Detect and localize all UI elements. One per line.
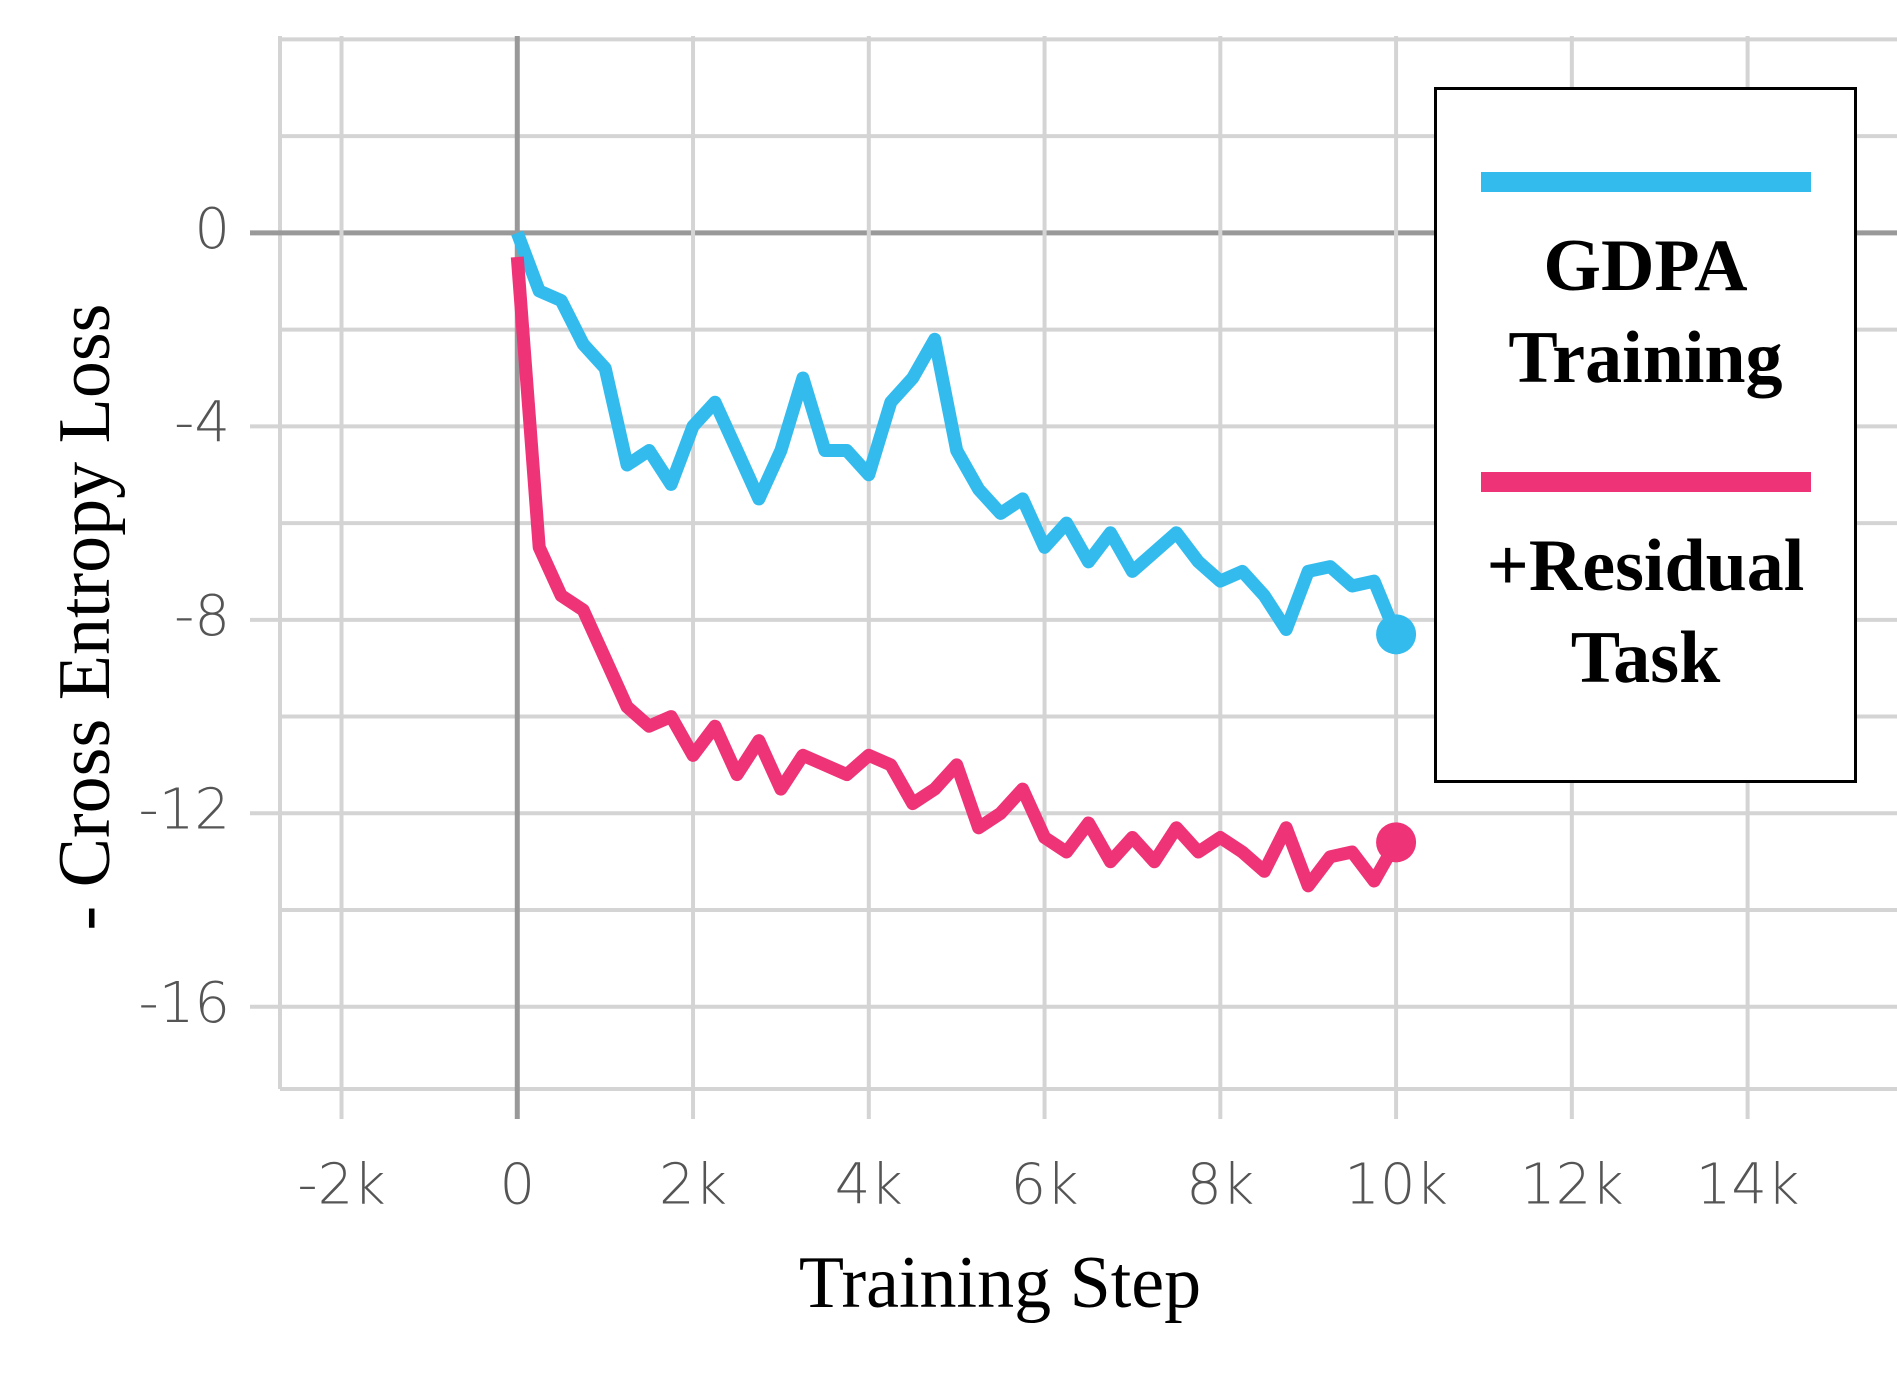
x-tick-label: -2k <box>297 1152 385 1217</box>
legend-item: +Residual Task <box>1437 472 1854 704</box>
legend-item: GDPA Training <box>1437 172 1854 404</box>
x-tick-label: 2k <box>659 1152 727 1217</box>
x-tick-label: 12k <box>1520 1152 1624 1217</box>
legend-label: +Residual Task <box>1486 525 1805 699</box>
series-line <box>510 256 1402 893</box>
legend-label: GDPA Training <box>1508 225 1783 399</box>
legend-swatch <box>1480 472 1811 492</box>
legend-swatch <box>1480 172 1811 192</box>
y-tick-label: 0 <box>194 197 230 262</box>
legend: GDPA Training +Residual Task <box>1434 87 1857 783</box>
end-point <box>1376 614 1417 655</box>
x-tick-label: 6k <box>1011 1152 1079 1217</box>
y-tick-label: -4 <box>174 391 230 456</box>
y-tick-label: -16 <box>139 971 230 1036</box>
y-axis-title: - Cross Entropy Loss <box>44 304 126 931</box>
x-tick-label: 4k <box>835 1152 903 1217</box>
y-tick-label: -8 <box>174 584 230 649</box>
x-tick-label: 10k <box>1344 1152 1448 1217</box>
y-tick-label: -12 <box>139 778 230 843</box>
x-axis-title: Training Step <box>799 1242 1201 1324</box>
x-tick-label: 0 <box>499 1152 535 1217</box>
x-tick-label: 8k <box>1186 1152 1254 1217</box>
end-point <box>1376 822 1417 863</box>
series-line <box>511 230 1403 637</box>
x-tick-label: 14k <box>1696 1152 1800 1217</box>
